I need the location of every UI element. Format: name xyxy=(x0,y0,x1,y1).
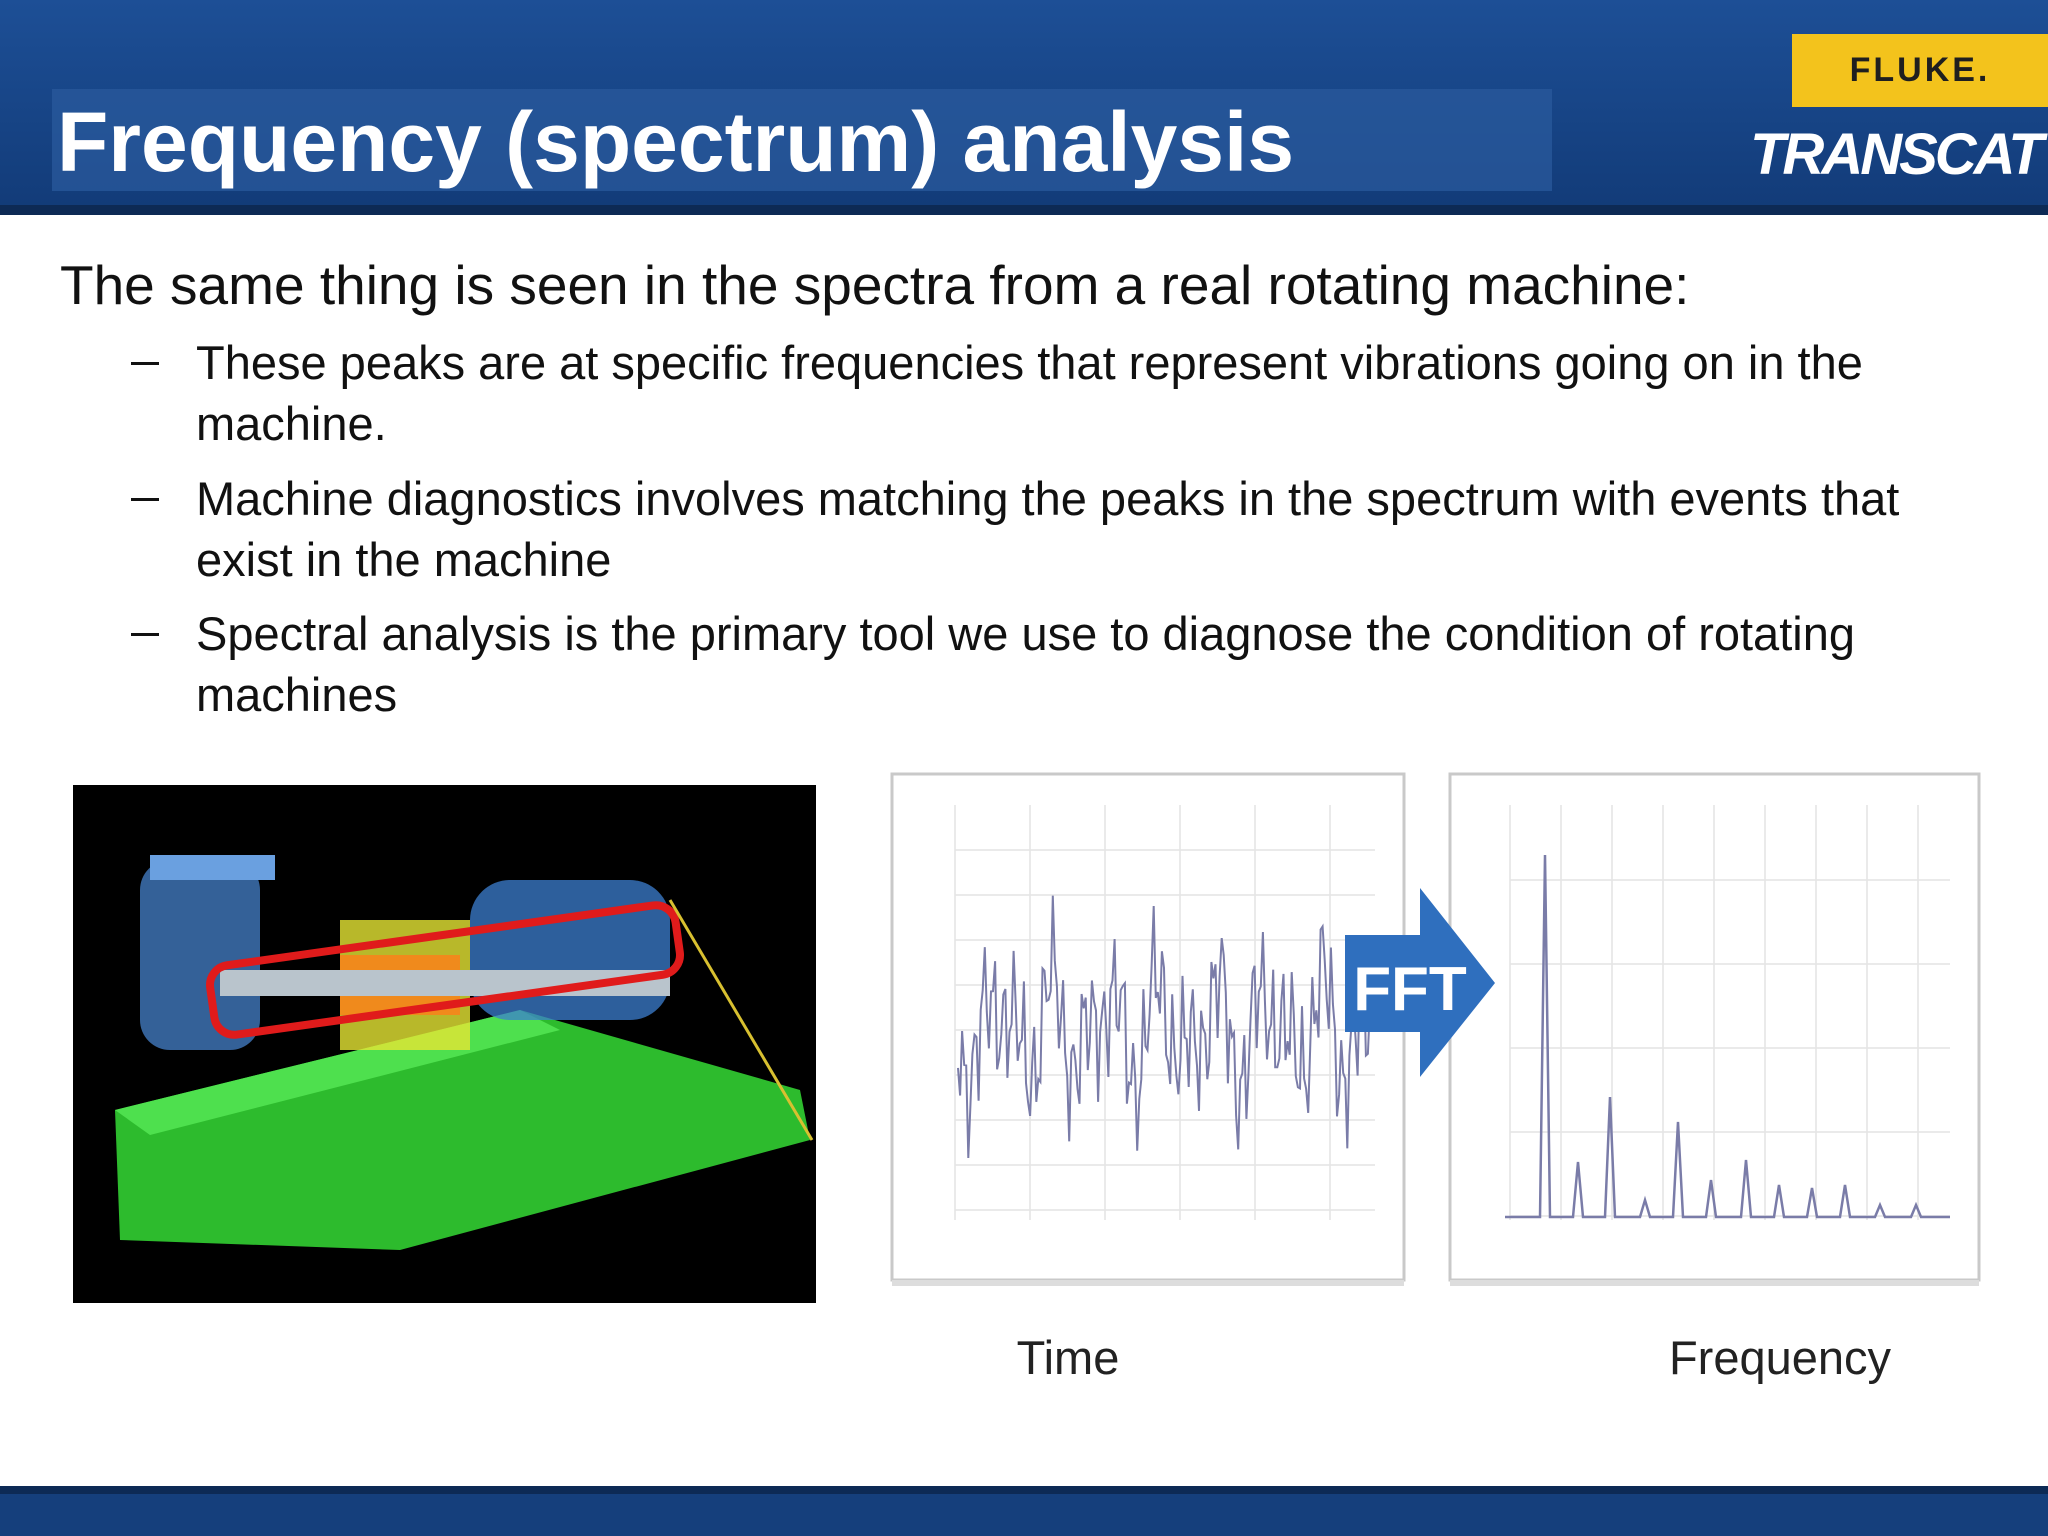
intro-text: The same thing is seen in the spectra fr… xyxy=(60,254,1690,316)
time-caption: Time xyxy=(1016,1331,1120,1384)
frequency-caption: Frequency xyxy=(1668,1331,1892,1384)
footer-edge xyxy=(0,1486,2048,1494)
slide-title: Frequency (spectrum) analysis xyxy=(57,95,1295,189)
machine-image xyxy=(73,785,816,1303)
bullet-text: These peaks are at specific frequencies … xyxy=(196,336,1863,450)
title-box xyxy=(52,89,1552,191)
transcat-logo: TRANSCAT xyxy=(1750,122,2044,187)
fft-arrow xyxy=(1345,888,1495,1077)
bullet-dash xyxy=(131,498,159,501)
bullet-dash xyxy=(131,362,159,365)
frequency-panel xyxy=(1448,772,1981,1286)
fft-label: FFT xyxy=(1353,955,1467,1024)
bullet-text: Spectral analysis is the primary tool we… xyxy=(196,607,1855,721)
time-panel xyxy=(890,772,1406,1286)
header-edge xyxy=(0,205,2048,215)
footer-band xyxy=(0,1486,2048,1536)
bullet-dash xyxy=(131,633,159,636)
fluke-logo: FLUKE. xyxy=(1792,34,2048,107)
bullet-text: Machine diagnostics involves matching th… xyxy=(196,472,1900,586)
